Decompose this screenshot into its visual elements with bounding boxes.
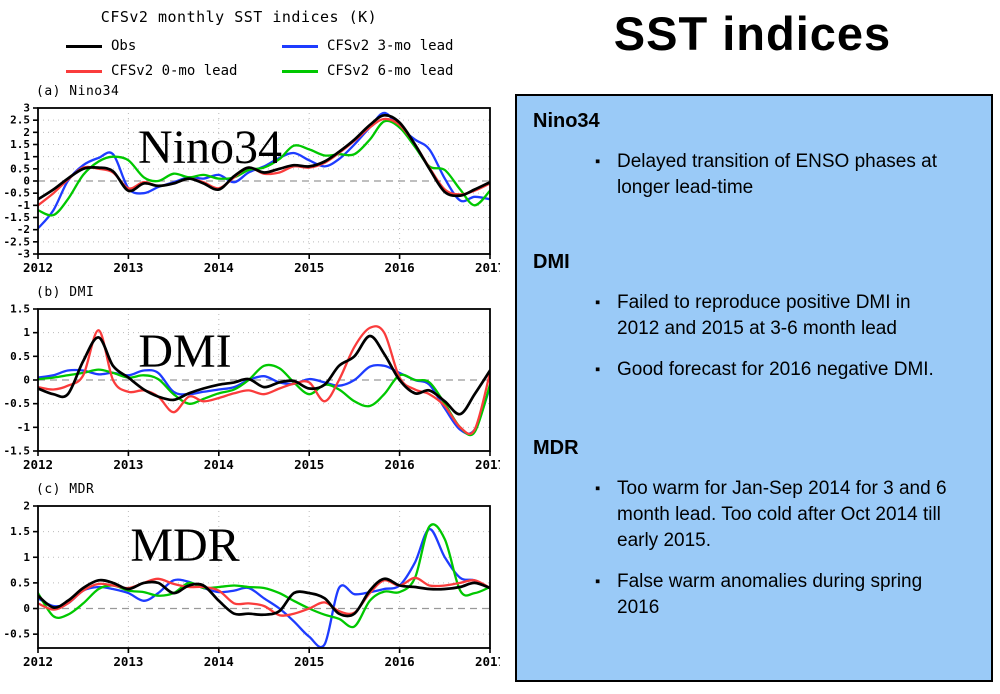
svg-text:3: 3 (23, 102, 30, 115)
obs-line-swatch (66, 44, 102, 48)
chart-canvas: 2 1.5 1 0.5 0 -0.5 2012 2013 2014 2015 2016 2017 MDR (4, 500, 501, 670)
svg-text:2.5: 2.5 (10, 114, 30, 127)
svg-text:-2: -2 (17, 223, 30, 236)
svg-text:2017: 2017 (475, 457, 500, 472)
panel-label-b: (b) DMI (36, 285, 95, 300)
notes-column: SST indices Nino34 Delayed transition of… (505, 0, 1000, 682)
svg-text:0: 0 (23, 175, 30, 188)
legend-label: Obs (111, 38, 137, 54)
section-heading: MDR (533, 437, 579, 459)
svg-text:-1.5: -1.5 (4, 211, 31, 224)
svg-text:-2.5: -2.5 (4, 235, 31, 248)
figure-legend: Obs CFSv2 3-mo lead CFSv2 0-mo lead CFSv… (66, 38, 502, 79)
figure-column: CFSv2 monthly SST indices (K) Obs CFSv2 … (0, 0, 502, 674)
legend-label: CFSv2 3-mo lead (327, 38, 454, 54)
panel-label-a: (a) Nino34 (36, 84, 120, 99)
notes-panel: Nino34 Delayed transition of ENSO phases… (515, 94, 993, 682)
svg-text:1.5: 1.5 (10, 138, 30, 151)
svg-text:1.5: 1.5 (10, 525, 30, 538)
svg-text:-0.5: -0.5 (4, 397, 31, 410)
svg-text:0: 0 (23, 602, 30, 615)
chart-canvas-dmi: 1.5 1 0.5 0 -0.5 -1 -1.5 2012 2013 2014 2015 2016 20… (0, 301, 502, 477)
svg-text:2: 2 (23, 500, 30, 513)
svg-text:2012: 2012 (23, 457, 53, 472)
chart-canvas-mdr: 2 1.5 1 0.5 0 -0.5 2012 2013 2014 2015 2016 2017 MDR (0, 498, 502, 674)
svg-text:2013: 2013 (113, 457, 143, 472)
chart-nino34: (a) Nino34 3 2.5 2 1.5 1 0.5 0 -0.5 -1 -1.5 -2 -2.5… (0, 84, 502, 280)
svg-text:2: 2 (23, 126, 30, 139)
svg-text:0.5: 0.5 (10, 350, 30, 363)
legend-item-6mo: CFSv2 6-mo lead (282, 63, 504, 79)
bullet-list: Delayed transition of ENSO phases at lon… (533, 149, 973, 201)
svg-text:2012: 2012 (23, 654, 53, 669)
svg-text:2015: 2015 (294, 260, 324, 275)
svg-text:-1.5: -1.5 (4, 445, 31, 458)
svg-text:1: 1 (23, 150, 30, 163)
bullet-item: False warm anomalies during spring 2016 (595, 569, 957, 621)
svg-text:-1: -1 (17, 421, 31, 434)
section-heading: Nino34 (533, 110, 600, 132)
section-heading: DMI (533, 251, 570, 273)
lead6-line-swatch (282, 69, 318, 73)
bullet-item: Delayed transition of ENSO phases at lon… (595, 149, 957, 201)
legend-item-obs: Obs (66, 38, 282, 54)
svg-text:1: 1 (23, 551, 30, 564)
svg-text:2014: 2014 (204, 654, 234, 669)
svg-text:1: 1 (23, 326, 30, 339)
svg-text:2017: 2017 (475, 260, 500, 275)
figure-title: CFSv2 monthly SST indices (K) (100, 8, 378, 26)
chart-mdr: (c) MDR 2 1.5 1 0.5 0 -0.5 2012 2013 2014 2015 201… (0, 482, 502, 674)
legend-label: CFSv2 6-mo lead (327, 63, 454, 79)
bullet-item: Good forecast for 2016 negative DMI. (595, 357, 957, 383)
chart-inner-label: Nino34 (138, 121, 282, 174)
svg-text:2014: 2014 (204, 457, 234, 472)
bullet-list: Too warm for Jan-Sep 2014 for 3 and 6 mo… (533, 476, 973, 621)
svg-text:-0.5: -0.5 (4, 628, 31, 641)
svg-text:2012: 2012 (23, 260, 53, 275)
section-dmi: DMI Failed to reproduce positive DMI in … (533, 251, 973, 383)
svg-text:-3: -3 (17, 248, 30, 261)
svg-text:2013: 2013 (113, 260, 143, 275)
bullet-item: Failed to reproduce positive DMI in 2012… (595, 290, 957, 342)
svg-text:2016: 2016 (385, 457, 415, 472)
svg-text:2017: 2017 (475, 654, 500, 669)
chart-inner-label: MDR (130, 519, 239, 572)
bullet-item: Too warm for Jan-Sep 2014 for 3 and 6 mo… (595, 476, 957, 554)
svg-text:1.5: 1.5 (10, 303, 30, 316)
legend-item-3mo: CFSv2 3-mo lead (282, 38, 504, 54)
legend-item-0mo: CFSv2 0-mo lead (66, 63, 282, 79)
svg-text:0: 0 (23, 374, 30, 387)
section-mdr: MDR Too warm for Jan-Sep 2014 for 3 and … (533, 437, 973, 621)
svg-text:0.5: 0.5 (10, 576, 30, 589)
svg-text:2013: 2013 (113, 654, 143, 669)
lead3-line-swatch (282, 44, 318, 48)
svg-text:2016: 2016 (385, 260, 415, 275)
page-title: SST indices (613, 7, 892, 60)
lead0-line-swatch (66, 69, 102, 73)
svg-text:2016: 2016 (385, 654, 415, 669)
panel-label-c: (c) MDR (36, 482, 95, 497)
svg-text:2014: 2014 (204, 260, 234, 275)
svg-text:-1: -1 (17, 199, 31, 212)
chart-dmi: (b) DMI 1.5 1 0.5 0 -0.5 -1 -1.5 2012 2013 2014 20… (0, 285, 502, 477)
svg-text:-0.5: -0.5 (4, 187, 31, 200)
legend-label: CFSv2 0-mo lead (111, 63, 238, 79)
svg-text:2015: 2015 (294, 457, 324, 472)
chart-inner-label: DMI (138, 325, 231, 378)
chart-canvas-nino34: 3 2.5 2 1.5 1 0.5 0 -0.5 -1 -1.5 -2 -2.5 -3 2012 2013 2… (0, 100, 502, 280)
bullet-list: Failed to reproduce positive DMI in 2012… (533, 290, 973, 383)
section-nino34: Nino34 Delayed transition of ENSO phases… (533, 110, 973, 201)
svg-text:2015: 2015 (294, 654, 324, 669)
svg-text:0.5: 0.5 (10, 162, 30, 175)
